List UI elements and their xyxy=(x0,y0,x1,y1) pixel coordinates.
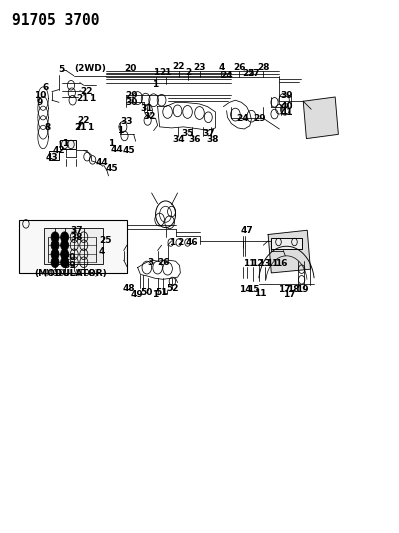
Text: 7: 7 xyxy=(75,124,81,132)
Text: 1: 1 xyxy=(169,238,176,247)
Text: 34: 34 xyxy=(172,135,185,144)
Text: 11: 11 xyxy=(266,260,279,268)
Text: 1: 1 xyxy=(89,94,96,103)
Text: 12: 12 xyxy=(251,260,263,268)
Text: 1: 1 xyxy=(153,68,160,77)
Text: 2: 2 xyxy=(185,68,192,77)
Text: (2WD): (2WD) xyxy=(74,64,106,72)
Text: 1: 1 xyxy=(152,80,158,88)
Text: 3: 3 xyxy=(148,258,154,266)
Text: 48: 48 xyxy=(122,285,135,293)
Text: 20: 20 xyxy=(124,64,137,72)
Circle shape xyxy=(61,257,69,268)
Text: 39: 39 xyxy=(280,92,293,100)
Bar xyxy=(19,220,127,273)
Bar xyxy=(60,140,76,149)
Text: 1: 1 xyxy=(87,124,93,132)
Text: 24: 24 xyxy=(236,114,249,123)
Bar xyxy=(49,151,59,160)
Text: 45: 45 xyxy=(105,164,118,173)
Text: 21: 21 xyxy=(74,124,87,132)
Text: 1: 1 xyxy=(62,140,69,148)
Text: 11: 11 xyxy=(243,260,256,268)
Text: 27: 27 xyxy=(247,69,260,78)
Text: 25: 25 xyxy=(99,237,112,245)
Text: 17: 17 xyxy=(278,286,290,294)
Text: 24: 24 xyxy=(220,71,233,80)
Text: 44: 44 xyxy=(110,145,123,154)
Text: 8: 8 xyxy=(45,124,51,132)
Text: 49: 49 xyxy=(130,290,143,298)
Text: 33: 33 xyxy=(120,117,133,126)
Text: 39: 39 xyxy=(63,261,76,270)
Text: 1: 1 xyxy=(117,126,124,135)
Text: 31: 31 xyxy=(140,104,153,113)
Text: 1: 1 xyxy=(108,140,114,148)
Text: 38: 38 xyxy=(207,135,219,144)
Text: 18: 18 xyxy=(287,286,300,294)
Text: 35: 35 xyxy=(181,129,194,138)
Text: 4: 4 xyxy=(218,63,225,71)
Text: 30: 30 xyxy=(125,98,138,107)
Polygon shape xyxy=(303,97,338,139)
Text: 26: 26 xyxy=(157,258,170,266)
Polygon shape xyxy=(268,230,310,273)
Text: (MODULATOR): (MODULATOR) xyxy=(43,270,99,278)
Text: 5: 5 xyxy=(59,65,65,74)
Text: 37: 37 xyxy=(203,129,215,138)
Text: 21: 21 xyxy=(77,94,89,103)
Text: 32: 32 xyxy=(143,112,156,120)
Text: 29: 29 xyxy=(125,92,138,100)
Text: 50: 50 xyxy=(140,288,153,296)
Circle shape xyxy=(51,249,59,260)
Circle shape xyxy=(51,257,59,268)
Text: 22: 22 xyxy=(172,62,185,71)
Text: 14: 14 xyxy=(239,286,252,294)
Text: 23: 23 xyxy=(193,63,206,71)
Text: 22: 22 xyxy=(77,116,90,125)
Text: 37: 37 xyxy=(70,226,83,235)
Circle shape xyxy=(51,232,59,243)
Text: 11: 11 xyxy=(254,289,267,297)
Text: 47: 47 xyxy=(241,226,254,235)
Text: (MODULATOR): (MODULATOR) xyxy=(35,270,107,278)
Text: 46: 46 xyxy=(185,238,198,247)
Text: 13: 13 xyxy=(258,260,271,268)
Circle shape xyxy=(51,240,59,251)
Text: 10: 10 xyxy=(34,92,46,100)
Text: 45: 45 xyxy=(122,146,135,155)
Text: 4: 4 xyxy=(99,247,105,256)
Text: 6: 6 xyxy=(43,83,49,92)
Text: 21: 21 xyxy=(159,68,172,77)
Text: 28: 28 xyxy=(257,63,270,71)
Text: 26: 26 xyxy=(233,63,246,71)
Bar xyxy=(44,228,103,264)
Circle shape xyxy=(61,240,69,251)
Text: 9: 9 xyxy=(37,98,43,107)
Text: 19: 19 xyxy=(296,286,308,294)
Text: 44: 44 xyxy=(95,158,108,167)
Text: 22: 22 xyxy=(81,87,93,96)
Text: 91705 3700: 91705 3700 xyxy=(12,13,99,28)
Text: 15: 15 xyxy=(247,286,260,294)
Text: 36: 36 xyxy=(188,135,201,144)
Text: 51: 51 xyxy=(155,288,168,296)
Text: 17: 17 xyxy=(282,290,295,299)
Text: 16: 16 xyxy=(275,260,288,268)
Text: 41: 41 xyxy=(280,109,293,117)
Bar xyxy=(271,238,302,249)
Text: 29: 29 xyxy=(253,114,266,123)
Text: 38: 38 xyxy=(70,233,83,242)
Text: 40: 40 xyxy=(280,102,293,111)
Circle shape xyxy=(61,232,69,243)
Text: 25: 25 xyxy=(242,69,255,78)
Text: 1: 1 xyxy=(152,290,159,298)
Text: 20: 20 xyxy=(63,254,76,262)
Text: 43: 43 xyxy=(45,153,58,161)
Text: 2: 2 xyxy=(177,238,184,247)
Text: 52: 52 xyxy=(166,285,179,293)
Circle shape xyxy=(61,249,69,260)
Text: 42: 42 xyxy=(53,146,65,155)
